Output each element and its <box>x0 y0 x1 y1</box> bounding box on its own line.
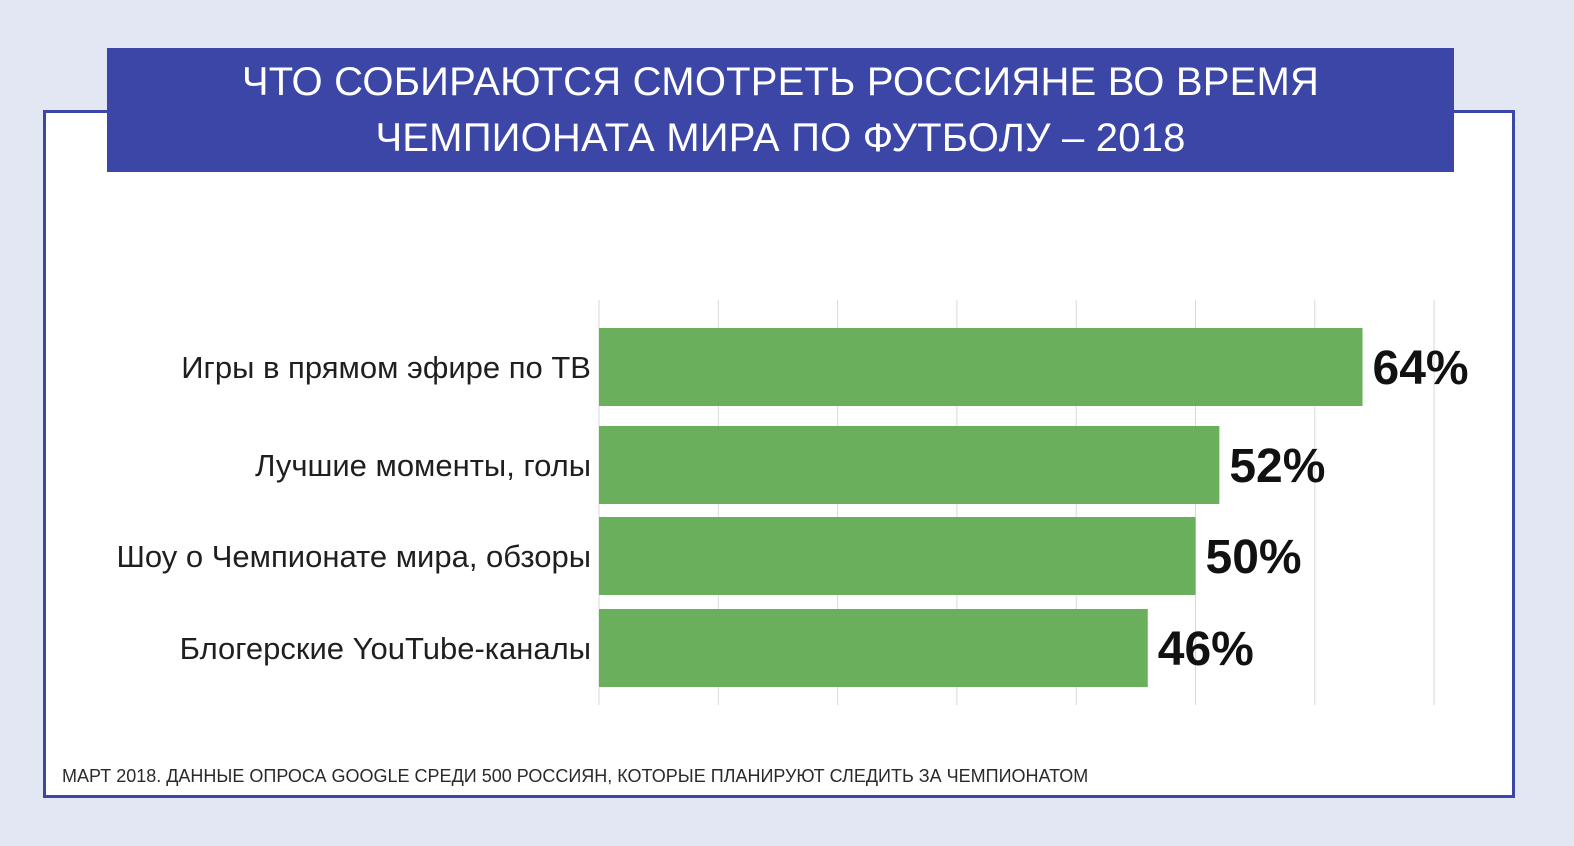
bar-2 <box>599 426 1220 504</box>
category-label-4: Блогерские YouTube-каналы <box>180 631 591 666</box>
chart-title-line-1: ЧТО СОБИРАЮТСЯ СМОТРЕТЬ РОССИЯНЕ ВО ВРЕМ… <box>241 60 1320 104</box>
value-label-2: 52% <box>1229 440 1325 493</box>
category-label-3: Шоу о Чемпионате мира, обзоры <box>117 539 592 574</box>
bar-1 <box>599 328 1363 406</box>
bar-4 <box>599 609 1148 687</box>
value-label-4: 46% <box>1158 623 1254 676</box>
source-footnote: МАРТ 2018. ДАННЫЕ ОПРОСА GOOGLE СРЕДИ 50… <box>62 766 1089 786</box>
value-label-3: 50% <box>1206 531 1302 584</box>
bar-3 <box>599 517 1196 595</box>
category-label-2: Лучшие моменты, голы <box>255 448 591 483</box>
value-label-1: 64% <box>1373 342 1469 395</box>
category-label-1: Игры в прямом эфире по ТВ <box>181 350 591 385</box>
title-banner: ЧТО СОБИРАЮТСЯ СМОТРЕТЬ РОССИЯНЕ ВО ВРЕМ… <box>107 48 1454 172</box>
chart-title-line-2: ЧЕМПИОНАТА МИРА ПО ФУТБОЛУ – 2018 <box>375 116 1186 160</box>
chart-title: ЧТО СОБИРАЮТСЯ СМОТРЕТЬ РОССИЯНЕ ВО ВРЕМ… <box>242 54 1319 166</box>
